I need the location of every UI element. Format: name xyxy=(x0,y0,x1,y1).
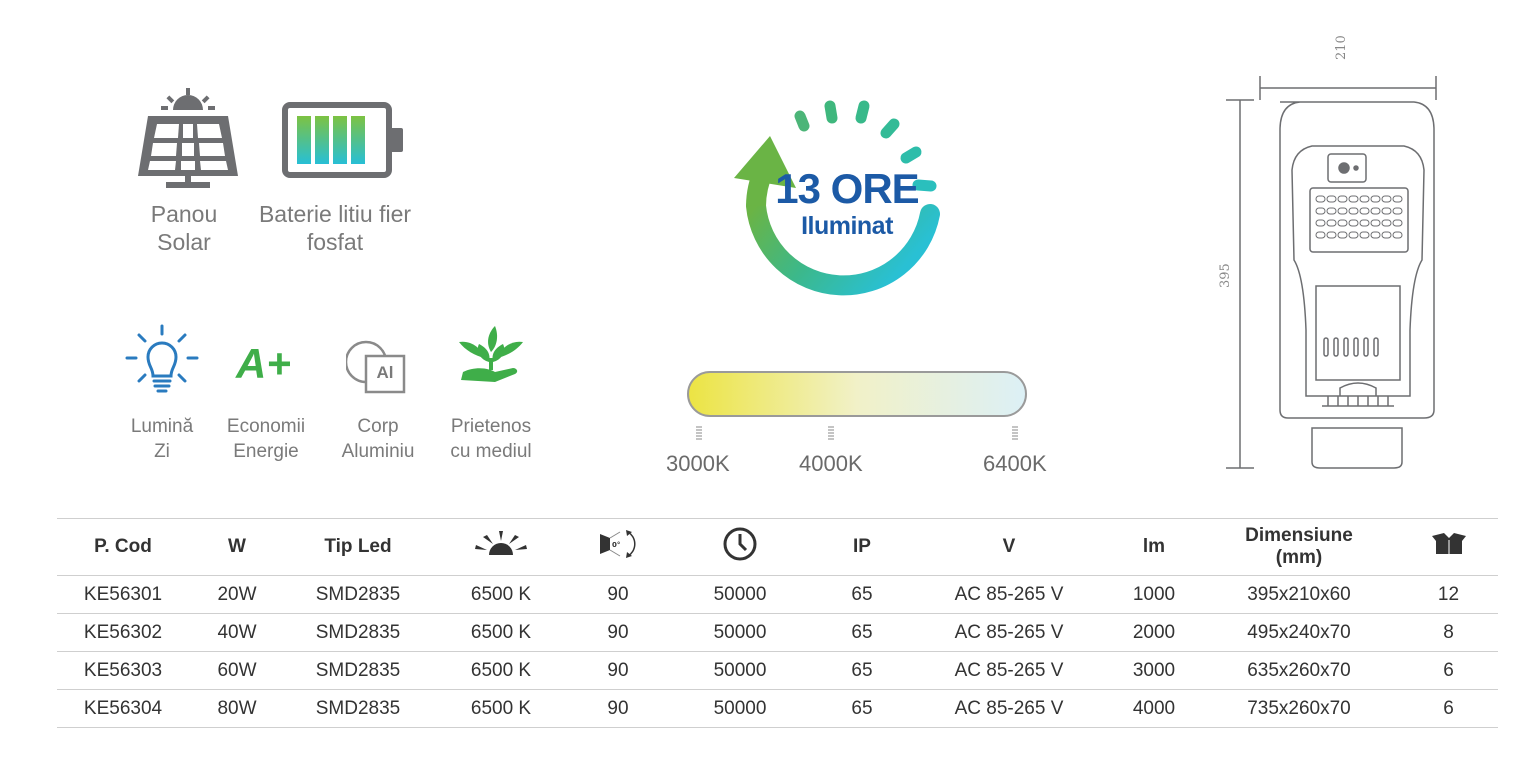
temp-label-6400: 6400K xyxy=(983,451,1047,476)
cell-power: 40W xyxy=(189,613,285,652)
cell-code: KE56302 xyxy=(57,613,189,652)
cell-voltage: AC 85-265 V xyxy=(909,651,1109,690)
cell-lifetime: 50000 xyxy=(665,689,815,728)
light-bulb-icon xyxy=(125,324,199,393)
clock-icon xyxy=(723,527,757,561)
header-voltage: V xyxy=(909,518,1109,576)
header-ip: IP xyxy=(815,518,909,576)
plant-hand-icon xyxy=(459,326,523,382)
cell-dimension: 735x260x70 xyxy=(1199,689,1399,728)
header-box xyxy=(1399,518,1498,576)
cell-code: KE56303 xyxy=(57,651,189,690)
hours-badge-subtitle: Iluminat xyxy=(801,212,893,240)
beam-angle-icon: 0° xyxy=(600,530,636,558)
temp-label-4000: 4000K xyxy=(799,451,863,476)
feature-label-energy: Economii Energie xyxy=(226,416,306,462)
header-lifetime xyxy=(665,518,815,576)
cell-lifetime: 50000 xyxy=(665,575,815,614)
box-icon xyxy=(1431,533,1466,554)
cell-ip: 65 xyxy=(815,689,909,728)
cell-box-qty: 12 xyxy=(1399,575,1498,614)
hours-arc-icon xyxy=(734,100,940,296)
cell-code: KE56301 xyxy=(57,575,189,614)
aluminium-icon xyxy=(346,340,406,394)
temp-tick-4000 xyxy=(828,426,834,440)
cell-code: KE56304 xyxy=(57,689,189,728)
header-led-type: Tip Led xyxy=(285,518,431,576)
svg-text:0°: 0° xyxy=(612,541,620,549)
cell-box-qty: 6 xyxy=(1399,689,1498,728)
feature-label-eco: Prietenos cu mediul xyxy=(450,416,532,462)
cell-angle: 90 xyxy=(571,575,665,614)
cell-lumen: 2000 xyxy=(1109,613,1199,652)
cell-voltage: AC 85-265 V xyxy=(909,613,1109,652)
cell-voltage: AC 85-265 V xyxy=(909,689,1109,728)
header-power: W xyxy=(189,518,285,576)
cell-box-qty: 8 xyxy=(1399,613,1498,652)
aluminium-symbol: Al xyxy=(376,363,394,382)
solar-panel-icon xyxy=(138,88,238,188)
feature-label-aluminium: Corp Aluminiu xyxy=(341,416,415,462)
cell-ip: 65 xyxy=(815,575,909,614)
a-plus-icon: A+ xyxy=(236,340,291,387)
temp-label-3000: 3000K xyxy=(666,451,730,476)
cell-box-qty: 6 xyxy=(1399,651,1498,690)
cell-led-type: SMD2835 xyxy=(285,575,431,614)
cell-power: 80W xyxy=(189,689,285,728)
cell-dimension: 395x210x60 xyxy=(1199,575,1399,614)
header-angle: 0° xyxy=(571,518,665,576)
sun-icon xyxy=(475,531,527,555)
header-cct xyxy=(431,518,571,576)
header-code: P. Cod xyxy=(57,518,189,576)
cell-cct: 6500 K xyxy=(431,689,571,728)
cell-lifetime: 50000 xyxy=(665,651,815,690)
cell-power: 20W xyxy=(189,575,285,614)
feature-label-solar: Panou Solar xyxy=(150,201,218,255)
spec-table: P. Cod W Tip Led xyxy=(57,518,1498,728)
table-row: KE56302 40W SMD2835 6500 K 90 50000 65 AC 85-26… xyxy=(57,613,1498,652)
dimension-width-label: 210 xyxy=(1334,35,1349,60)
table-row: KE56304 80W SMD2835 6500 K 90 50000 65 AC 85-26… xyxy=(57,689,1498,728)
cell-lumen: 3000 xyxy=(1109,651,1199,690)
table-header-row: P. Cod W Tip Led xyxy=(57,518,1498,576)
battery-icon xyxy=(282,102,403,178)
cell-voltage: AC 85-265 V xyxy=(909,575,1109,614)
header-lumen: lm xyxy=(1109,518,1199,576)
cell-dimension: 635x260x70 xyxy=(1199,651,1399,690)
product-drawing xyxy=(1226,76,1437,469)
hours-badge-title: 13 ORE xyxy=(775,165,919,212)
temp-tick-3000 xyxy=(696,426,702,440)
dimension-height-label: 395 xyxy=(1218,263,1233,288)
cell-power: 60W xyxy=(189,651,285,690)
cell-led-type: SMD2835 xyxy=(285,689,431,728)
cell-lumen: 1000 xyxy=(1109,575,1199,614)
cell-angle: 90 xyxy=(571,651,665,690)
cell-angle: 90 xyxy=(571,613,665,652)
cell-lifetime: 50000 xyxy=(665,613,815,652)
table-row: KE56303 60W SMD2835 6500 K 90 50000 65 AC 85-26… xyxy=(57,651,1498,690)
cell-led-type: SMD2835 xyxy=(285,651,431,690)
cell-led-type: SMD2835 xyxy=(285,613,431,652)
cell-ip: 65 xyxy=(815,651,909,690)
table-row: KE56301 20W SMD2835 6500 K 90 50000 65 AC 85-26… xyxy=(57,575,1498,614)
temp-tick-6400 xyxy=(1012,426,1018,440)
color-temperature-bar xyxy=(687,371,1027,417)
cell-ip: 65 xyxy=(815,613,909,652)
cell-cct: 6500 K xyxy=(431,613,571,652)
cell-cct: 6500 K xyxy=(431,651,571,690)
cell-cct: 6500 K xyxy=(431,575,571,614)
feature-label-battery: Baterie litiu fier fosfat xyxy=(258,201,412,255)
header-dimension: Dimensiune (mm) xyxy=(1199,518,1399,576)
cell-lumen: 4000 xyxy=(1109,689,1199,728)
cell-dimension: 495x240x70 xyxy=(1199,613,1399,652)
feature-label-daylight: Lumină Zi xyxy=(130,416,194,462)
cell-angle: 90 xyxy=(571,689,665,728)
